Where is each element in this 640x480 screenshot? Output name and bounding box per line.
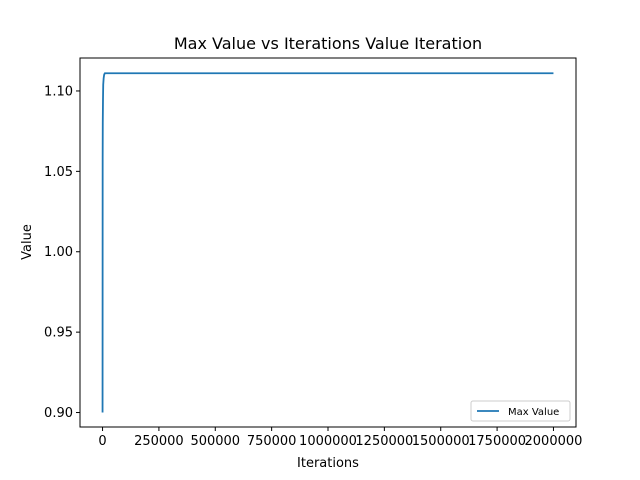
y-tick-label: 1.00 [44, 245, 73, 260]
y-tick-label: 0.90 [44, 406, 73, 421]
y-tick-label: 0.95 [44, 326, 73, 341]
legend: Max Value [470, 400, 571, 422]
x-tick-label: 2000000 [525, 434, 583, 449]
x-tick-label: 1500000 [412, 434, 470, 449]
x-tick-label: 1000000 [299, 434, 357, 449]
x-tick-label: 750000 [247, 434, 297, 449]
x-axis: 0 250000 500000 750000 100000012500001500000… [98, 427, 582, 449]
legend-box [470, 400, 571, 422]
y-axis-label: Value [20, 224, 35, 260]
x-axis-label: Iterations [297, 456, 359, 471]
x-tick-label: 0 [98, 434, 106, 449]
y-axis: 0.90 0.95 1.00 1.05 1.10 [44, 84, 80, 421]
x-tick-label: 250000 [134, 434, 184, 449]
plot-area [101, 72, 554, 413]
series-line-max-value [101, 72, 554, 413]
x-tick-label: 1750000 [468, 434, 526, 449]
x-tick-label: 1250000 [355, 434, 413, 449]
y-tick-label: 1.10 [44, 84, 73, 99]
x-tick-label: 500000 [190, 434, 240, 449]
legend-label: Max Value [508, 407, 559, 418]
y-tick-label: 1.05 [44, 165, 73, 180]
chart-title: Max Value vs Iterations Value Iteration [174, 34, 482, 53]
